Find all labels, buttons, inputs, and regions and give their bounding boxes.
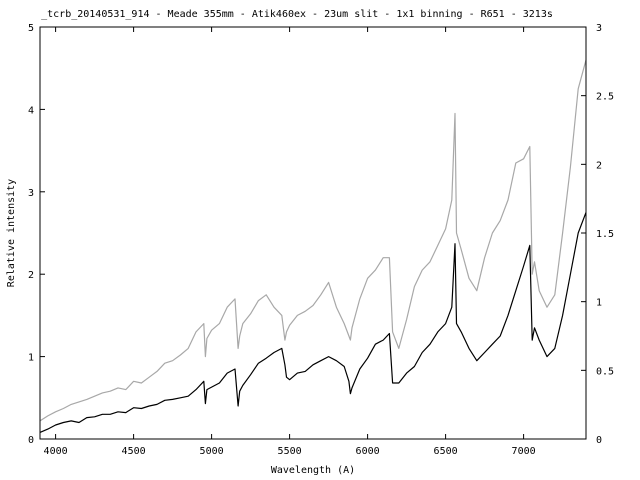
y-tick-label-right: 0 — [596, 435, 602, 446]
y-tick-label-right: 1.5 — [596, 229, 614, 240]
x-tick-label: 5500 — [278, 446, 302, 457]
x-tick-label: 4500 — [122, 446, 146, 457]
y-axis-label: Relative intensity — [6, 179, 17, 287]
series-line-0 — [39, 212, 587, 433]
y-tick-label-left: 0 — [28, 435, 34, 446]
y-tick-label-left: 3 — [28, 188, 34, 199]
y-tick-label-right: 2.5 — [596, 92, 614, 103]
y-tick-label-right: 2 — [596, 160, 602, 171]
x-tick-label: 4000 — [44, 446, 68, 457]
y-tick-label-right: 3 — [596, 23, 602, 34]
y-tick-label-left: 2 — [28, 270, 34, 281]
x-axis-label: Wavelength (A) — [271, 465, 355, 476]
y-tick-label-left: 1 — [28, 353, 34, 364]
plot-frame — [39, 26, 587, 440]
y-tick-label-left: 4 — [28, 105, 34, 116]
y-tick-label-right: 1 — [596, 298, 602, 309]
series-line-1 — [39, 59, 587, 422]
x-tick-label: 6000 — [356, 446, 380, 457]
x-tick-label: 6500 — [434, 446, 458, 457]
chart-title: _tcrb_20140531_914 - Meade 355mm - Atik4… — [41, 9, 553, 20]
x-tick-label: 7000 — [512, 446, 536, 457]
y-tick-label-left: 5 — [28, 23, 34, 34]
x-tick-label: 5000 — [200, 446, 224, 457]
y-tick-label-right: 0.5 — [596, 366, 614, 377]
